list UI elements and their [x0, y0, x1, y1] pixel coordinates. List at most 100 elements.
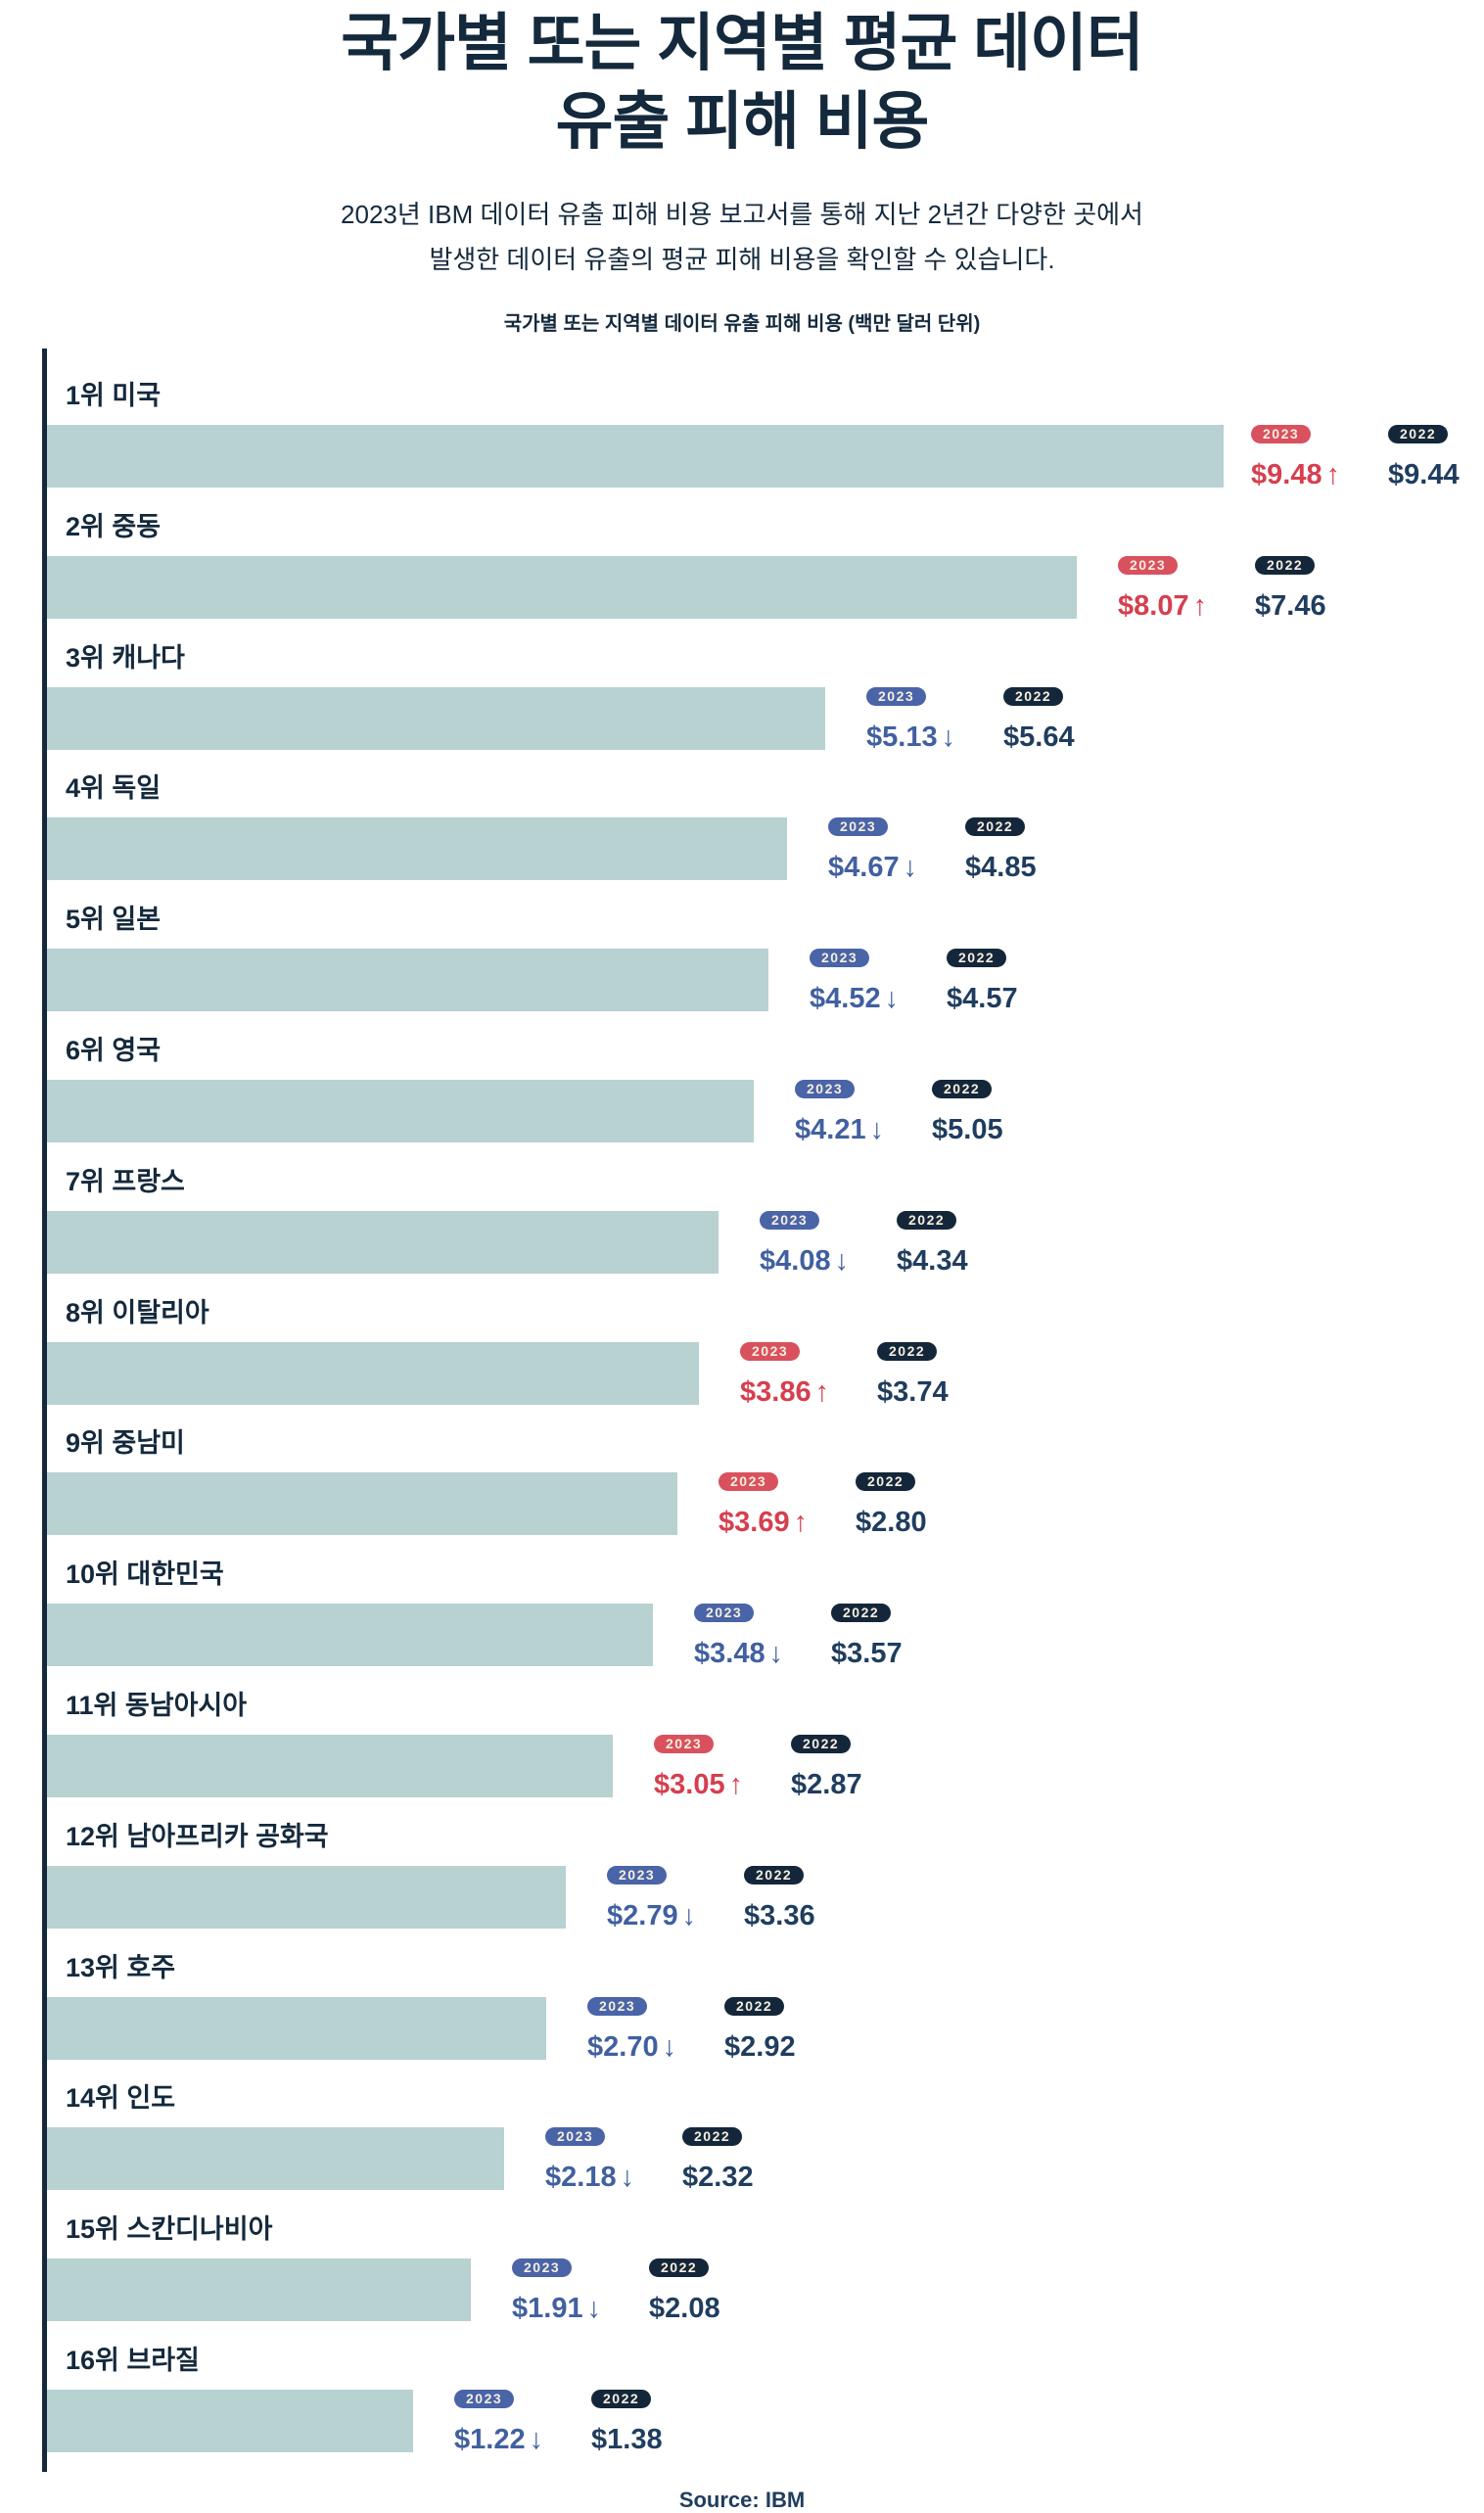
year-badge-2023: 2023 — [1251, 425, 1312, 443]
value-group-2022: 2022 $3.36 — [744, 1865, 815, 1931]
value-group-2022: 2022 $9.44 — [1388, 425, 1460, 489]
value-2022: $4.57 — [947, 983, 1018, 1015]
value-group-2023: 2023 $1.22 ↓ — [454, 2389, 591, 2455]
value-group-2023: 2023 $4.08 ↓ — [760, 1210, 897, 1276]
row-label: 4위 독일 — [66, 773, 162, 804]
bar — [47, 1996, 546, 2060]
value-2023: $3.69 ↑ — [719, 1508, 856, 1537]
bar — [47, 1079, 754, 1142]
bar-line: 2023 $2.79 ↓ 2022 $3.36 — [47, 1865, 1484, 1931]
bar — [47, 817, 787, 881]
year-badge-2022: 2022 — [724, 1996, 785, 2016]
page-title: 국가별 또는 지역별 평균 데이터 유출 피해 비용 — [0, 0, 1484, 161]
bar — [47, 1604, 653, 1667]
chart-row: 12위 남아프리카 공화국 2023 $2.79 ↓ 2022 $3.36 — [47, 1790, 1484, 1931]
year-badge-2022: 2022 — [591, 2389, 652, 2408]
value-group-2022: 2022 $3.57 — [831, 1604, 903, 1668]
year-badge-2023: 2023 — [740, 1341, 801, 1361]
year-badge-2022: 2022 — [1003, 686, 1064, 706]
value-2022: $2.92 — [724, 2030, 796, 2063]
value-2023-number: $2.70 — [587, 2030, 659, 2063]
value-group-2022: 2022 $5.64 — [1003, 686, 1075, 752]
value-2023-number: $1.22 — [454, 2423, 526, 2455]
chart-row: 13위 호주 2023 $2.70 ↓ 2022 $2.92 — [47, 1921, 1484, 2062]
value-2022: $2.87 — [791, 1768, 862, 1800]
value-group-2023: 2023 $1.91 ↓ — [512, 2258, 649, 2323]
value-group-2023: 2023 $2.18 ↓ — [545, 2127, 682, 2192]
value-2023: $3.86 ↑ — [740, 1377, 877, 1407]
value-group-2023: 2023 $4.21 ↓ — [795, 1079, 932, 1145]
bar — [47, 2389, 413, 2452]
value-2023: $2.18 ↓ — [545, 2163, 682, 2192]
trend-arrow-icon: ↓ — [941, 721, 956, 753]
year-badge-2022: 2022 — [856, 1472, 916, 1492]
value-2023: $3.48 ↓ — [694, 1639, 831, 1668]
value-group-2022: 2022 $2.32 — [682, 2127, 754, 2192]
year-badge-2022: 2022 — [1255, 555, 1316, 575]
value-2022: $9.44 — [1388, 459, 1460, 490]
bar-line: 2023 $3.86 ↑ 2022 $3.74 — [47, 1341, 1484, 1407]
y-axis-line — [42, 349, 47, 2472]
row-label: 11위 동남아시아 — [66, 1690, 248, 1720]
year-badge-2023: 2023 — [587, 1996, 648, 2016]
chart-row: 4위 독일 2023 $4.67 ↓ 2022 $4.85 — [47, 741, 1484, 882]
value-group-2022: 2022 $2.87 — [791, 1734, 862, 1800]
value-group-2022: 2022 $2.92 — [724, 1996, 796, 2063]
chart-row: 10위 대한민국 2023 $3.48 ↓ 2022 $3.57 — [47, 1527, 1484, 1668]
page-subtitle-line2: 발생한 데이터 유출의 평균 피해 비용을 확인할 수 있습니다. — [429, 245, 1055, 274]
value-2023-number: $9.48 — [1251, 459, 1322, 490]
chart-row: 3위 캐나다 2023 $5.13 ↓ 2022 $5.64 — [47, 611, 1484, 752]
row-label: 9위 중남미 — [66, 1428, 185, 1459]
value-2023-number: $3.86 — [740, 1375, 812, 1408]
row-label: 3위 캐나다 — [66, 642, 185, 673]
bar-line: 2023 $5.13 ↓ 2022 $5.64 — [47, 686, 1484, 753]
bar-line: 2023 $2.70 ↓ 2022 $2.92 — [47, 1996, 1484, 2063]
bar-line: 2023 $4.21 ↓ 2022 $5.05 — [47, 1079, 1484, 1145]
bar — [47, 1210, 719, 1274]
year-badge-2023: 2023 — [607, 1865, 668, 1885]
chart-row: 11위 동남아시아 2023 $3.05 ↑ 2022 $2.87 — [47, 1658, 1484, 1799]
trend-arrow-icon: ↑ — [728, 1768, 744, 1800]
chart-row: 2위 중동 2023 $8.07 ↑ 2022 $7.46 — [47, 480, 1484, 621]
value-2023-number: $2.18 — [545, 2162, 617, 2194]
value-2022: $2.32 — [682, 2162, 754, 2194]
year-badge-2023: 2023 — [828, 817, 889, 837]
bar-chart: 1위 미국 2023 $9.48 ↑ 2022 $9.44 2위 중동 2023 … — [42, 349, 1484, 2472]
value-group-2022: 2022 $5.05 — [932, 1079, 1003, 1144]
year-badge-2022: 2022 — [897, 1210, 957, 1230]
trend-arrow-icon: ↑ — [1325, 459, 1341, 490]
year-badge-2022: 2022 — [965, 817, 1026, 837]
value-group-2023: 2023 $2.79 ↓ — [607, 1865, 744, 1931]
chart-row: 15위 스칸디나비아 2023 $1.91 ↓ 2022 $2.08 — [47, 2182, 1484, 2323]
value-2023: $3.05 ↑ — [654, 1770, 791, 1799]
value-group-2022: 2022 $3.74 — [877, 1341, 949, 1407]
bar — [47, 2127, 504, 2191]
source-note: Source: IBM — [678, 2488, 806, 2512]
value-2023: $4.08 ↓ — [760, 1246, 897, 1276]
value-2023-number: $1.91 — [512, 2293, 583, 2325]
bar-line: 2023 $8.07 ↑ 2022 $7.46 — [47, 555, 1484, 621]
bar — [47, 1341, 699, 1405]
row-label: 13위 호주 — [66, 1952, 176, 1982]
chart-row: 9위 중남미 2023 $3.69 ↑ 2022 $2.80 — [47, 1396, 1484, 1537]
value-2023: $2.79 ↓ — [607, 1901, 744, 1931]
row-label: 7위 프랑스 — [66, 1166, 185, 1196]
bar — [47, 1734, 613, 1797]
value-2022: $1.38 — [591, 2423, 663, 2455]
value-2023-number: $3.48 — [694, 1638, 765, 1670]
bar-line: 2023 $3.05 ↑ 2022 $2.87 — [47, 1734, 1484, 1800]
year-badge-2023: 2023 — [545, 2127, 606, 2147]
year-badge-2023: 2023 — [512, 2258, 573, 2278]
trend-arrow-icon: ↓ — [903, 852, 918, 884]
row-label: 10위 대한민국 — [66, 1559, 224, 1590]
trend-arrow-icon: ↓ — [869, 1113, 885, 1145]
value-group-2022: 2022 $1.38 — [591, 2389, 663, 2455]
row-label: 1위 미국 — [66, 381, 162, 410]
value-group-2022: 2022 $2.80 — [856, 1472, 927, 1537]
value-2022: $4.34 — [897, 1244, 968, 1277]
bar-line: 2023 $4.08 ↓ 2022 $4.34 — [47, 1210, 1484, 1277]
chart-row: 14위 인도 2023 $2.18 ↓ 2022 $2.32 — [47, 2051, 1484, 2192]
value-group-2023: 2023 $3.48 ↓ — [694, 1604, 831, 1668]
value-2022: $3.57 — [831, 1638, 903, 1670]
